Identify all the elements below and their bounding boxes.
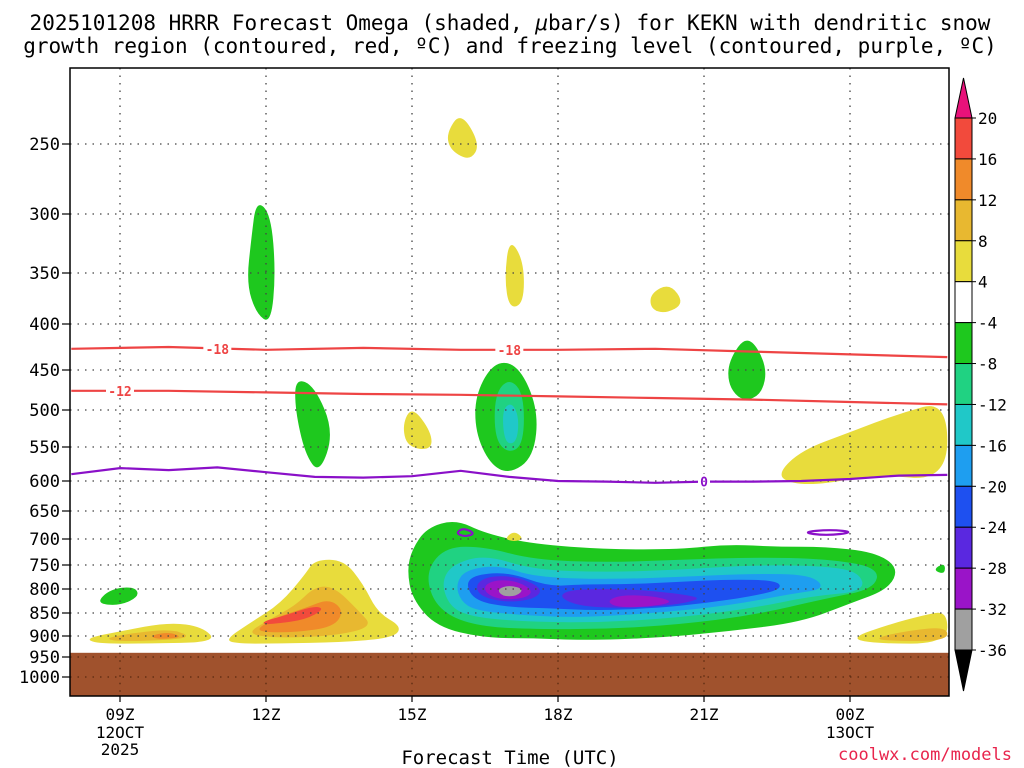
- colorbar-label: -16: [978, 436, 1007, 455]
- y-tick-label: 300: [29, 205, 60, 225]
- y-tick-label: 250: [29, 135, 60, 155]
- contour-freezing-level-island-1: [456, 528, 474, 538]
- colorbar-cell-c16: [954, 117, 973, 160]
- y-tick-label: 500: [29, 401, 60, 421]
- contour-label-bg: [203, 340, 232, 356]
- credit-label: coolwx.com/models: [838, 745, 1012, 765]
- y-tick-label: 750: [29, 556, 60, 576]
- colorbar-label: -36: [978, 641, 1007, 660]
- colorbar: 20 16 12 8 4 -4 -8 -12 -16 -20 -24 -28 -32 -36: [954, 77, 1007, 692]
- x-tick-label: 00Z: [836, 705, 865, 724]
- contour-label: -18: [206, 343, 230, 358]
- shade-sinking-4-mid-right: [781, 406, 948, 484]
- colorbar-cell-cm16: [954, 444, 973, 487]
- plot-frame: [69, 67, 950, 697]
- colorbar-cell-c0: [954, 281, 973, 324]
- y-axis: 250 300 350 400 450 500 550 600 650 700 750 800 850 9…: [19, 135, 70, 688]
- shade-rising-motion-28-core-B: [609, 595, 669, 608]
- colorbar-label: 20: [978, 109, 997, 128]
- shade-sinking-4-top: [447, 118, 477, 158]
- contour-freezing-level-0C: [71, 466, 948, 484]
- shade-rising-motion-4-upper-2: [728, 340, 766, 400]
- y-tick-label: 850: [29, 604, 60, 624]
- colorbar-cell-cm32: [954, 608, 973, 651]
- colorbar-cell-cm28: [954, 567, 973, 610]
- colorbar-label: -20: [978, 477, 1007, 496]
- x-tick-label: 15Z: [398, 705, 427, 724]
- x-tick-date: 12OCT: [96, 723, 145, 742]
- colorbar-cell-c12: [954, 158, 973, 201]
- x-tick-label: 09Z: [106, 705, 135, 724]
- y-tick-label: 950: [29, 648, 60, 668]
- y-tick-label: 350: [29, 264, 60, 284]
- shade-sinking-8-low-right: [879, 628, 948, 641]
- colorbar-cell-c8: [954, 199, 973, 242]
- shade-sinking-16-low-12Z: [263, 607, 322, 625]
- shade-rising-motion-4-right: [935, 564, 945, 573]
- colorbar-label: 16: [978, 150, 997, 169]
- colorbar-label: -24: [978, 518, 1007, 537]
- colorbar-cell-cm12: [954, 403, 973, 446]
- contour-isotherm-12C: [71, 389, 948, 406]
- x-tick-date: 13OCT: [826, 723, 875, 742]
- colorbar-cell-cm24: [954, 526, 973, 569]
- contour-freezing-level-island-2: [806, 529, 850, 536]
- contour-label: -18: [498, 344, 522, 359]
- contour-label-bg: [106, 382, 134, 398]
- x-tick-year: 2025: [101, 740, 140, 759]
- x-tick-label: 21Z: [690, 705, 719, 724]
- colorbar-label: 4: [978, 273, 988, 292]
- y-tick-label: 450: [29, 361, 60, 381]
- y-tick-label: 700: [29, 530, 60, 550]
- colorbar-label: -4: [978, 314, 997, 333]
- shade-rising-motion-4-upper-1: [248, 205, 275, 320]
- shade-sinking-12-low-left: [152, 633, 179, 639]
- shade-rising-motion-32-core-A: [498, 586, 522, 597]
- colorbar-label: -12: [978, 395, 1007, 414]
- y-tick-label: 650: [29, 502, 60, 522]
- y-tick-label: 900: [29, 627, 60, 647]
- shade-rising-motion-4-mid-1: [295, 381, 330, 468]
- x-tick-label: 12Z: [252, 705, 281, 724]
- shade-rising-motion-4-small: [100, 587, 138, 605]
- y-tick-label: 400: [29, 315, 60, 335]
- shade-rising-motion-12-mid-2: [503, 404, 519, 444]
- shade-sinking-4-upper-right: [650, 286, 681, 313]
- ground-block: [70, 652, 949, 696]
- colorbar-label: -32: [978, 600, 1007, 619]
- shade-sinking-4-tiny: [506, 532, 522, 541]
- shade-sinking-4-upper: [505, 245, 524, 307]
- colorbar-top-arrow: [954, 77, 973, 119]
- contour-label: -12: [108, 385, 131, 400]
- colorbar-cell-cm8: [954, 363, 973, 405]
- colorbar-label: 12: [978, 191, 997, 210]
- y-tick-label: 1000: [19, 668, 60, 688]
- colorbar-cell-cm20: [954, 485, 973, 528]
- contour-label-bg: [698, 473, 711, 489]
- colorbar-bottom-arrow: [954, 649, 973, 692]
- y-tick-label: 600: [29, 472, 60, 492]
- y-tick-label: 800: [29, 580, 60, 600]
- colorbar-label: 8: [978, 232, 988, 251]
- chart-title-line2: growth region (contoured, red, ºC) and f…: [23, 34, 997, 58]
- contour-label: 0: [700, 476, 708, 491]
- colorbar-cell-c4: [954, 240, 973, 283]
- colorbar-cell-cm4: [954, 322, 973, 365]
- colorbar-label: -28: [978, 559, 1007, 578]
- y-tick-label: 550: [29, 438, 60, 458]
- colorbar-label: -8: [978, 355, 997, 374]
- x-axis-label: Forecast Time (UTC): [401, 747, 618, 768]
- contour-label-bg: [495, 341, 524, 357]
- x-tick-label: 18Z: [544, 705, 573, 724]
- chart-title-line1: 2025101208 HRRR Forecast Omega (shaded, …: [30, 11, 991, 35]
- omega-shading: [89, 118, 948, 644]
- shade-sinking-4-mid: [403, 411, 432, 449]
- terrain-block: [70, 652, 949, 696]
- contours: -18 -18 -12 0: [71, 340, 948, 538]
